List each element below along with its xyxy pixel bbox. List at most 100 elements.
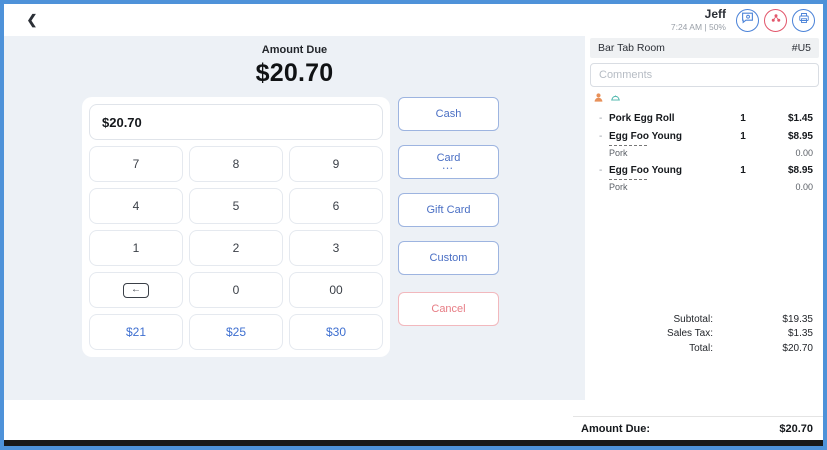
payment-entry-row: $20.70 7 8 9 4 5 6 1 2 3 ← — [82, 97, 585, 357]
modifier-separator — [609, 145, 647, 146]
backspace-icon: ← — [123, 282, 149, 298]
key-7[interactable]: 7 — [89, 146, 183, 182]
comments-input[interactable] — [590, 63, 819, 87]
message-button[interactable] — [736, 8, 759, 32]
main-body: Amount Due $20.70 $20.70 7 8 9 4 5 6 — [4, 36, 823, 416]
room-header: Bar Tab Room #U5 — [590, 38, 819, 58]
footer-spacer — [4, 416, 573, 440]
footer-bar: Amount Due: $20.70 — [4, 416, 823, 440]
modifier-name: Pork — [609, 182, 628, 192]
item-dash: - — [599, 165, 603, 176]
room-name: Bar Tab Room — [598, 42, 665, 54]
topbar-right-group: Jeff 7:24 AM | 50% — [671, 7, 815, 33]
total-value: $20.70 — [782, 342, 813, 354]
total-label: Total: — [689, 342, 713, 354]
tab-number: #U5 — [791, 42, 811, 54]
subtotal-label: Subtotal: — [673, 313, 713, 325]
printer-icon — [798, 11, 810, 29]
custom-button-label: Custom — [429, 251, 468, 264]
card-button[interactable]: Card ••• — [398, 145, 499, 179]
sales-tax-row: Sales Tax: $1.35 — [590, 327, 813, 342]
key-0[interactable]: 0 — [189, 272, 283, 308]
key-1[interactable]: 1 — [89, 230, 183, 266]
item-name: Egg Foo Young — [609, 165, 682, 176]
item-modifier: Pork 0.00 — [590, 182, 819, 195]
footer-amount-due-value: $20.70 — [779, 422, 813, 435]
amount-input[interactable]: $20.70 — [89, 104, 383, 140]
back-button[interactable]: ❮ — [20, 8, 44, 32]
item-dash: - — [599, 113, 603, 124]
custom-button[interactable]: Custom — [398, 241, 499, 275]
user-name: Jeff — [704, 7, 726, 22]
item-qty: 1 — [740, 131, 746, 142]
item-qty: 1 — [740, 165, 746, 176]
item-modifier: Pork 0.00 — [590, 148, 819, 161]
modifier-name: Pork — [609, 148, 628, 158]
cash-button-label: Cash — [435, 107, 462, 120]
order-items-list: - Pork Egg Roll 1 $1.45 - Egg Foo Young … — [590, 109, 819, 195]
user-block: Jeff 7:24 AM | 50% — [671, 7, 726, 33]
payment-panel: Amount Due $20.70 $20.70 7 8 9 4 5 6 — [4, 36, 585, 400]
order-panel: Bar Tab Room #U5 - P — [585, 36, 823, 416]
sales-tax-value: $1.35 — [787, 328, 813, 339]
subtotal-row: Subtotal: $19.35 — [590, 313, 813, 328]
payment-column: Amount Due $20.70 $20.70 7 8 9 4 5 6 — [4, 36, 585, 416]
key-2[interactable]: 2 — [189, 230, 283, 266]
cancel-button[interactable]: Cancel — [398, 292, 499, 326]
order-item[interactable]: - Pork Egg Roll 1 $1.45 — [590, 109, 819, 127]
total-row: Total: $20.70 — [590, 342, 813, 357]
chevron-left-icon: ❮ — [26, 12, 38, 27]
card-button-label: Card — [436, 152, 461, 165]
network-icon — [770, 11, 782, 29]
footer-amount-due: Amount Due: $20.70 — [573, 416, 823, 440]
amount-due-label: Amount Due — [261, 44, 328, 56]
item-name: Egg Foo Young — [609, 131, 682, 142]
tender-buttons: Cash Card ••• Gift Card Custom — [398, 97, 499, 340]
quick-amount-30[interactable]: $30 — [289, 314, 383, 350]
gift-card-button[interactable]: Gift Card — [398, 193, 499, 227]
keypad-card: $20.70 7 8 9 4 5 6 1 2 3 ← — [82, 97, 390, 357]
backspace-key[interactable]: ← — [89, 272, 183, 308]
key-4[interactable]: 4 — [89, 188, 183, 224]
numeric-keypad: 7 8 9 4 5 6 1 2 3 ← 0 — [89, 146, 383, 350]
quick-amount-25[interactable]: $25 — [189, 314, 283, 350]
subtotal-value: $19.35 — [782, 313, 813, 325]
key-00[interactable]: 00 — [289, 272, 383, 308]
order-item[interactable]: - Egg Foo Young 1 $8.95 — [590, 127, 819, 145]
message-icon — [741, 11, 754, 29]
footer-amount-due-label: Amount Due: — [581, 422, 651, 435]
network-button[interactable] — [764, 8, 787, 32]
quick-amount-21[interactable]: $21 — [89, 314, 183, 350]
cancel-button-label: Cancel — [431, 302, 466, 315]
cash-button[interactable]: Cash — [398, 97, 499, 131]
item-price: $8.95 — [787, 131, 813, 142]
key-8[interactable]: 8 — [189, 146, 283, 182]
key-9[interactable]: 9 — [289, 146, 383, 182]
item-dash: - — [599, 131, 603, 142]
print-button[interactable] — [792, 8, 815, 32]
card-dots-icon: ••• — [442, 165, 455, 172]
top-bar: ❮ Jeff 7:24 AM | 50% — [4, 4, 823, 36]
modifier-price: 0.00 — [795, 182, 813, 192]
bottom-black-bar — [4, 440, 823, 446]
person-icon — [593, 90, 604, 108]
item-price: $1.45 — [787, 113, 813, 124]
key-6[interactable]: 6 — [289, 188, 383, 224]
key-3[interactable]: 3 — [289, 230, 383, 266]
cloche-icon — [610, 90, 621, 108]
modifier-price: 0.00 — [795, 148, 813, 158]
item-qty: 1 — [740, 113, 746, 124]
amount-due-value: $20.70 — [255, 59, 334, 87]
guest-icons-row — [593, 92, 819, 105]
item-name: Pork Egg Roll — [609, 113, 675, 124]
key-5[interactable]: 5 — [189, 188, 283, 224]
totals-block: Subtotal: $19.35 Sales Tax: $1.35 Total:… — [590, 313, 819, 357]
sales-tax-label: Sales Tax: — [667, 328, 713, 339]
modifier-separator — [609, 179, 647, 180]
time-battery-status: 7:24 AM | 50% — [670, 22, 726, 33]
item-price: $8.95 — [787, 165, 813, 176]
amount-due-header: Amount Due $20.70 — [4, 44, 585, 88]
gift-card-button-label: Gift Card — [426, 203, 471, 216]
order-item[interactable]: - Egg Foo Young 1 $8.95 — [590, 161, 819, 179]
